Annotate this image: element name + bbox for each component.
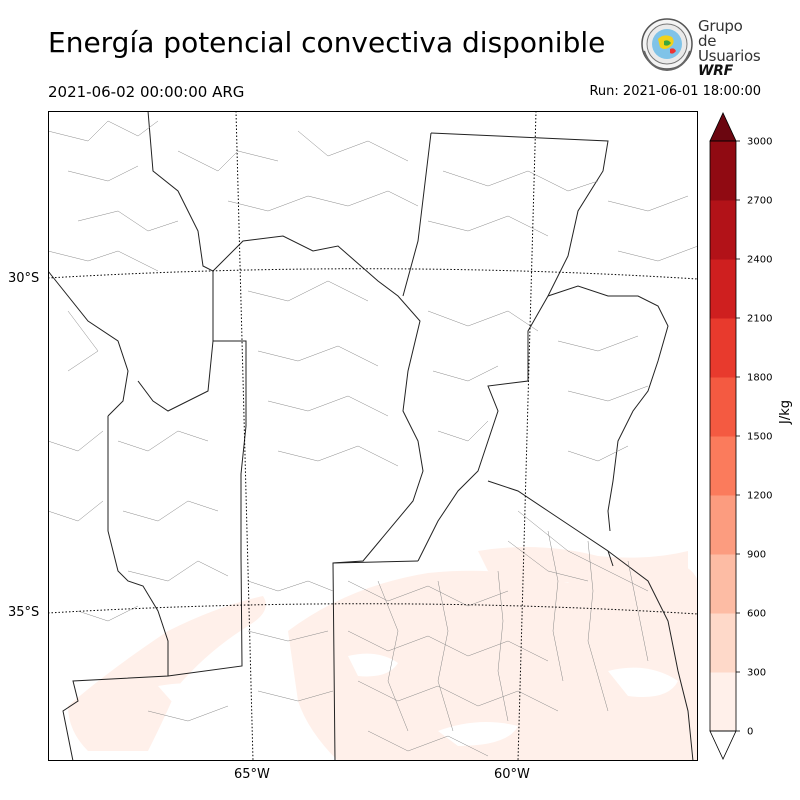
parallel-35s [48, 603, 698, 615]
lat-label-35s: 35°S [8, 605, 40, 620]
globe-seal-icon [641, 18, 693, 72]
colorbar-bin [710, 554, 736, 614]
colorbar-bin [710, 672, 736, 732]
colorbar-bins [709, 112, 737, 760]
colorbar-tick-label: 1500 [747, 432, 772, 443]
run-time: Run: 2021-06-01 18:00:00 [589, 84, 761, 99]
map-title: Energía potencial convectiva disponible [48, 26, 606, 59]
map-frame [48, 111, 698, 761]
colorbar-bin [710, 259, 736, 319]
lon-label-60w: 60°W [494, 767, 530, 782]
colorbar-tick-label: 3000 [747, 137, 772, 148]
colorbar-bin [710, 318, 736, 378]
colorbar-tick-label: 0 [747, 727, 753, 738]
colorbar-tick-label: 2100 [747, 314, 772, 325]
colorbar-bin [710, 200, 736, 260]
colorbar-ticks: 0 300 600 900 1200 1500 1800 2100 2400 2700 3000 [736, 137, 772, 738]
colorbar-tick-label: 900 [747, 550, 766, 561]
valid-time: 2021-06-02 00:00:00 ARG [48, 83, 245, 101]
colorbar-bin [710, 495, 736, 555]
cape-map [48, 111, 698, 761]
logo-line-1: Grupo de [698, 17, 743, 50]
colorbar-tick-label: 1200 [747, 491, 772, 502]
department-borders [48, 120, 698, 757]
colorbar-min-extension [709, 730, 737, 760]
logo-line-3: WRF [698, 63, 733, 79]
logo-text: Grupo de Usuarios WRF [698, 17, 761, 79]
colorbar-bin [710, 436, 736, 496]
colorbar-tick-label: 2700 [747, 196, 772, 207]
parallel-30s [48, 268, 698, 280]
colorbar-bin [710, 141, 736, 201]
colorbar: 0 300 600 900 1200 1500 1800 2100 2400 2700 3000 [709, 112, 772, 760]
colorbar-bin [710, 377, 736, 437]
colorbar-tick-label: 1800 [747, 373, 772, 384]
colorbar-tick-label: 2400 [747, 255, 772, 266]
graticule [48, 111, 698, 761]
colorbar-tick-label: 300 [747, 668, 766, 679]
colorbar-bin [710, 613, 736, 673]
colorbar-tick-label: 600 [747, 609, 766, 620]
colorbar-max-extension [709, 112, 737, 142]
province-borders [48, 111, 694, 761]
colorbar-unit-label: J/kg [778, 400, 793, 424]
wrf-users-logo: Grupo de Usuarios WRF [640, 17, 761, 79]
lat-label-30s: 30°S [8, 271, 40, 286]
shading-gaps [158, 653, 678, 746]
lon-label-65w: 65°W [234, 767, 270, 782]
logo-line-2: Usuarios [698, 47, 761, 65]
